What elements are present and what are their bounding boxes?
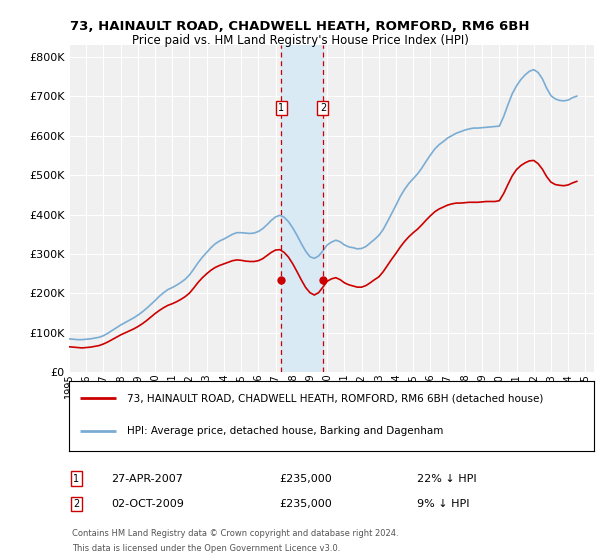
Text: £235,000: £235,000: [279, 499, 332, 509]
Text: 73, HAINAULT ROAD, CHADWELL HEATH, ROMFORD, RM6 6BH (detached house): 73, HAINAULT ROAD, CHADWELL HEATH, ROMFO…: [127, 393, 543, 403]
Text: Price paid vs. HM Land Registry's House Price Index (HPI): Price paid vs. HM Land Registry's House …: [131, 34, 469, 46]
Text: £235,000: £235,000: [279, 474, 332, 484]
Text: This data is licensed under the Open Government Licence v3.0.: This data is licensed under the Open Gov…: [72, 544, 340, 553]
Text: 1: 1: [73, 474, 79, 484]
Text: 27-APR-2007: 27-APR-2007: [111, 474, 183, 484]
Text: 22% ↓ HPI: 22% ↓ HPI: [417, 474, 476, 484]
Text: 02-OCT-2009: 02-OCT-2009: [111, 499, 184, 509]
Text: Contains HM Land Registry data © Crown copyright and database right 2024.: Contains HM Land Registry data © Crown c…: [72, 529, 398, 538]
Text: 73, HAINAULT ROAD, CHADWELL HEATH, ROMFORD, RM6 6BH: 73, HAINAULT ROAD, CHADWELL HEATH, ROMFO…: [70, 20, 530, 32]
Text: 2: 2: [320, 103, 326, 113]
Bar: [281, 45, 323, 372]
Text: 1: 1: [278, 103, 284, 113]
Text: 9% ↓ HPI: 9% ↓ HPI: [417, 499, 469, 509]
Text: 2: 2: [73, 499, 79, 509]
Text: HPI: Average price, detached house, Barking and Dagenham: HPI: Average price, detached house, Bark…: [127, 426, 443, 436]
